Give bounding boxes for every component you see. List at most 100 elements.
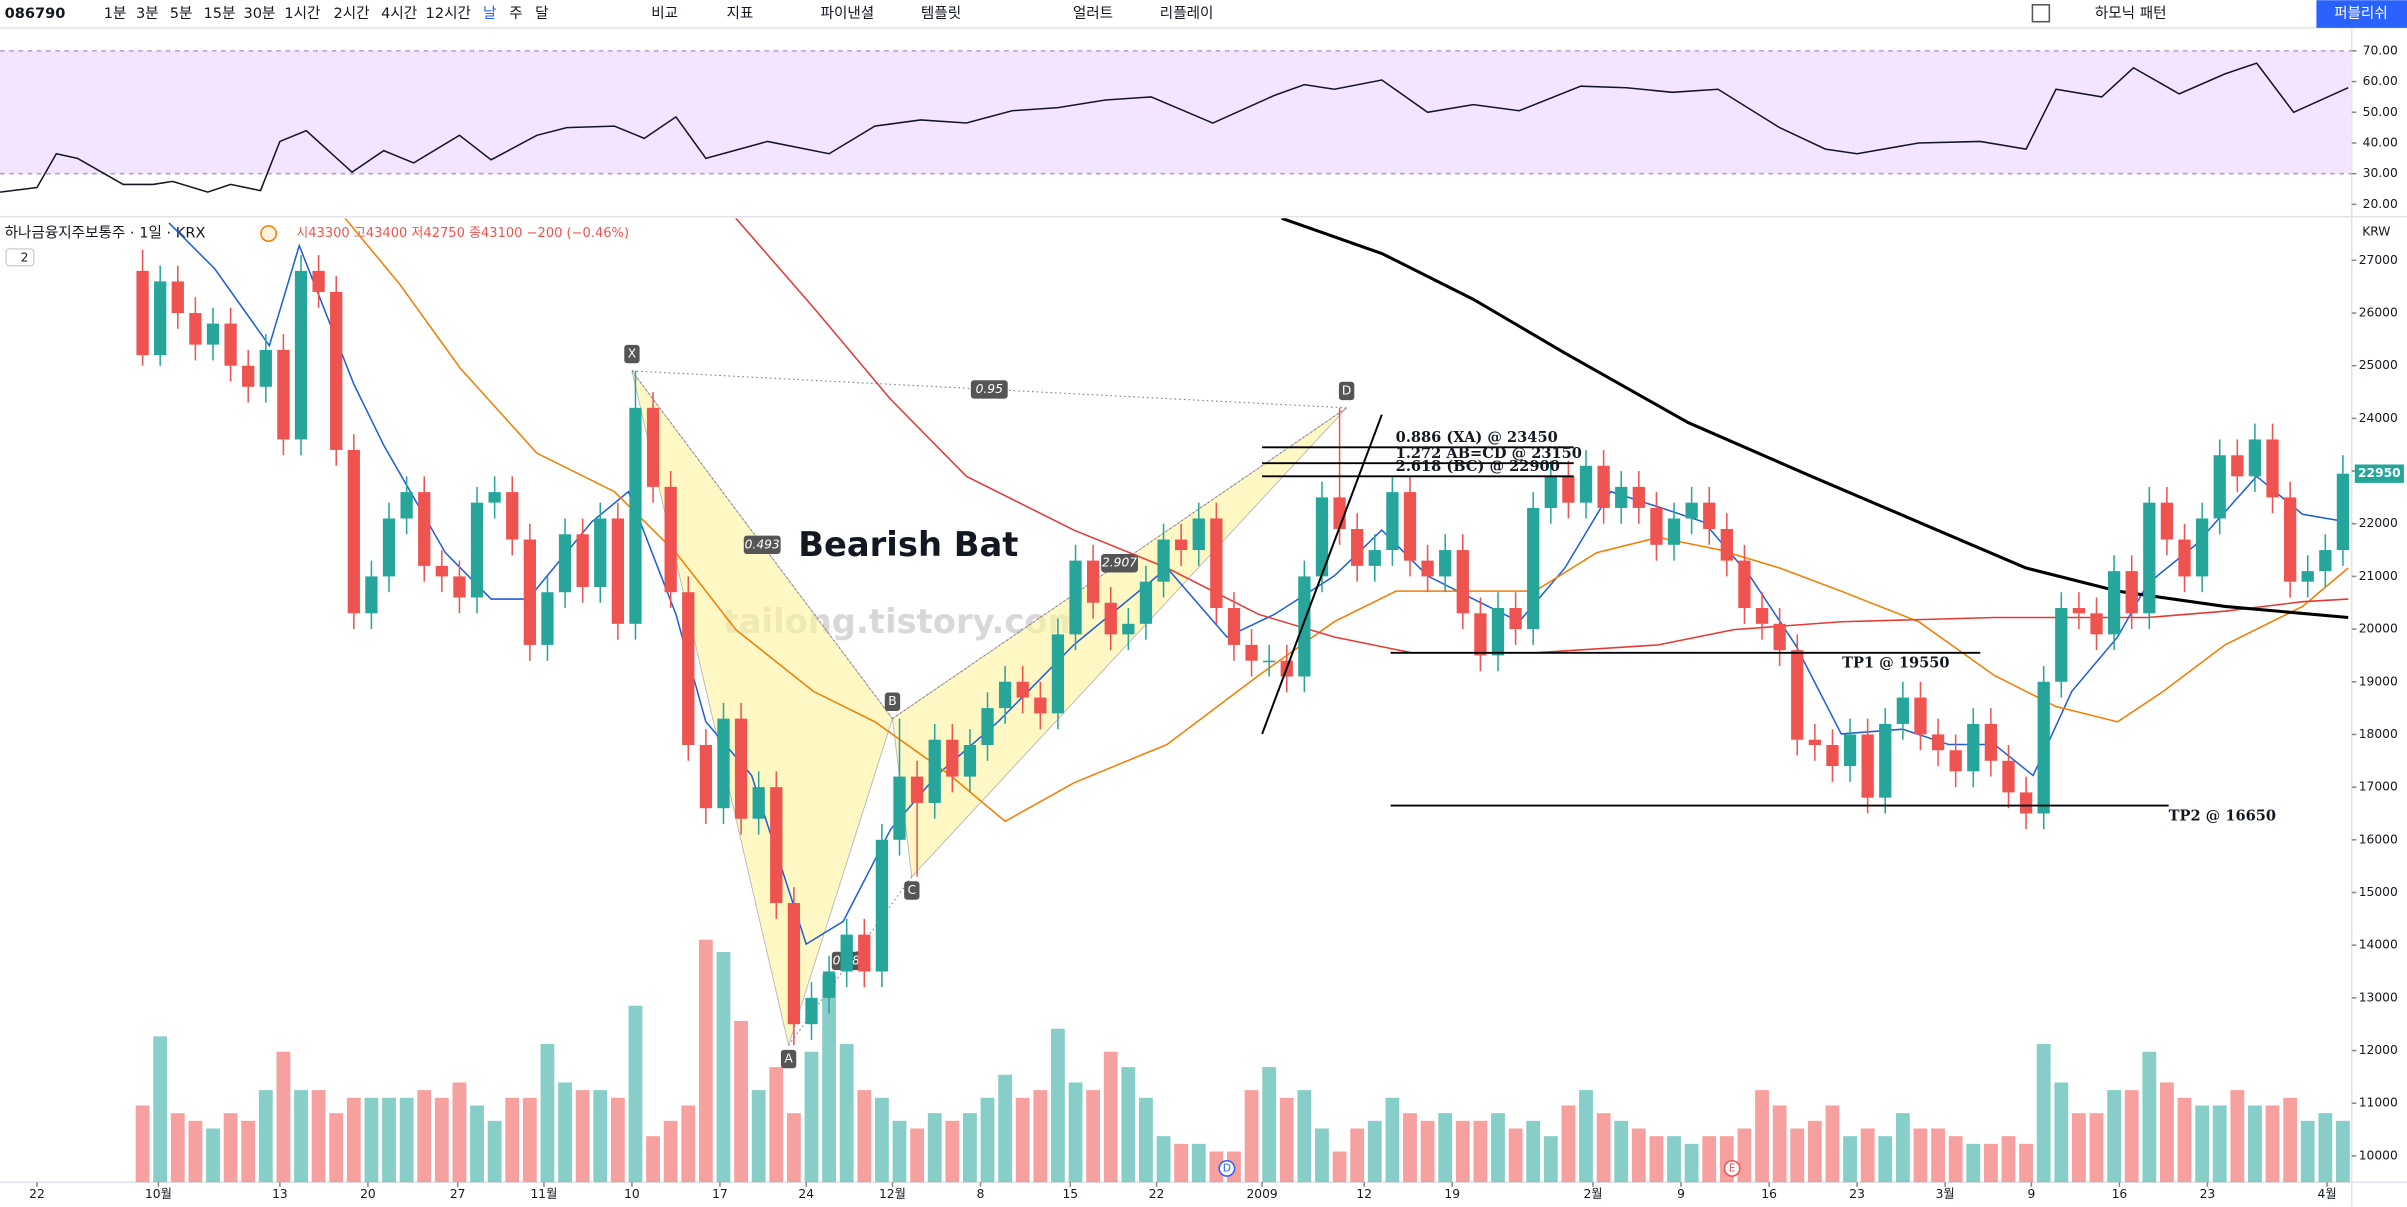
legend-collapse-label[interactable]: 2 [21,251,29,265]
candle-body [294,270,308,440]
candle-body [646,407,660,487]
x-tick-label: 17 [712,1187,728,1201]
volume-bar [1279,1097,1294,1183]
volume-bar [822,974,837,1183]
interval-button[interactable]: 30분 [243,5,275,22]
volume-bar [1895,1113,1910,1183]
interval-button[interactable]: 주 [509,5,522,22]
interval-button[interactable]: 12시간 [426,5,471,22]
candle-body [1315,497,1329,577]
candle-body [1984,723,1998,761]
rsi-line [0,62,2349,193]
rect-icon[interactable] [2031,4,2051,23]
candle-body [1034,697,1047,714]
toolbar-button[interactable]: 템플릿 [921,5,961,22]
candle-body [822,971,836,998]
volume-bar [646,1136,660,1183]
symbol[interactable]: 086790 [5,5,66,22]
candle-body [1104,602,1117,635]
volume-bar [311,1090,326,1183]
y-tick-label: 27000 [2359,253,2398,267]
candle-body [682,592,695,745]
candle-body [541,592,554,645]
pattern-button[interactable]: 하모닉 패턴 [2095,5,2167,22]
x-tick-label: 2009 [1247,1187,1278,1201]
toolbar-button[interactable]: 비교 [651,5,678,22]
y-tick-label: 26000 [2359,306,2398,320]
volume-bar [223,1113,238,1183]
volume-bar [276,1051,291,1183]
volume-bar [294,1090,308,1183]
publish-label[interactable]: 퍼블리쉬 [2334,5,2388,22]
interval-button[interactable]: 달 [535,5,548,22]
volume-bar [2300,1120,2315,1183]
legend-collapse[interactable] [5,248,35,267]
toolbar-button[interactable]: 파이낸셜 [821,5,875,22]
ratio-label: 0.493 [745,537,780,551]
rsi-tick-label: 30.00 [2363,166,2398,180]
volume-bar [188,1120,203,1183]
interval-button[interactable]: 15분 [204,5,236,22]
candle-body [576,534,589,587]
rsi-band [0,50,2352,174]
interval-button[interactable]: 4시간 [381,5,417,22]
interval-button[interactable]: 3분 [136,5,159,22]
interval-button[interactable]: 5분 [170,5,193,22]
volume-bar [1015,1097,1030,1183]
x-tick-label: 19 [1444,1187,1460,1201]
x-tick-label: 9 [2027,1187,2035,1201]
candle-body [734,718,748,819]
volume-bar [522,1097,537,1183]
candle-body [365,576,378,614]
x-tick-label: 16 [2112,1187,2128,1201]
level-label: TP2 @ 16650 [2169,807,2276,824]
toolbar-button[interactable]: 리플레이 [1160,5,1214,22]
volume-bar [1614,1120,1629,1183]
volume-bar [364,1097,379,1183]
interval-button[interactable]: 날 [483,5,496,22]
toolbar-button[interactable]: 지표 [726,5,753,22]
candle-body [787,903,801,1025]
publish-button[interactable] [2316,0,2407,28]
candle-body [435,565,448,577]
candle-body [2019,792,2033,814]
point-label: X [628,347,637,361]
y-tick-label: 11000 [2359,1096,2398,1110]
volume-bar [1790,1128,1805,1183]
volume-bar [399,1097,414,1183]
candle-body [946,739,959,777]
toolbar-button[interactable]: 얼러트 [1073,5,1113,22]
y-tick-label: 14000 [2359,938,2398,952]
volume-bar [2318,1113,2333,1183]
volume-bar [716,951,731,1183]
volume-bar [2071,1113,2086,1183]
candle-body [506,492,519,540]
currency[interactable]: KRW [2362,225,2390,239]
volume-bar [2336,1120,2350,1183]
candle-body [189,313,202,345]
candle-body [1685,502,1698,519]
candle-body [1157,539,1170,582]
volume-bar [980,1097,995,1183]
candle-body [1931,734,1945,751]
candle-body [330,291,343,450]
volume-bar [1983,1143,1998,1183]
y-tick-label: 18000 [2359,727,2398,741]
interval-button[interactable]: 1분 [104,5,127,22]
interval-button[interactable]: 2시간 [333,5,369,22]
x-tick-label: 4월 [2318,1187,2337,1201]
candle-body [1667,518,1681,545]
volume-bar [1543,1136,1558,1183]
volume-bar [1772,1105,1787,1183]
volume-bar [1121,1067,1136,1183]
candle-body [2090,613,2103,635]
candle-body [1351,529,1364,566]
x-tick-label: 23 [1849,1187,1865,1201]
interval-button[interactable]: 1시간 [284,5,320,22]
x-tick-label: 8 [977,1187,985,1201]
candle-body [1755,608,1769,624]
candle-body [893,776,906,840]
candle-body [206,323,220,345]
candle-body [1843,734,1857,767]
